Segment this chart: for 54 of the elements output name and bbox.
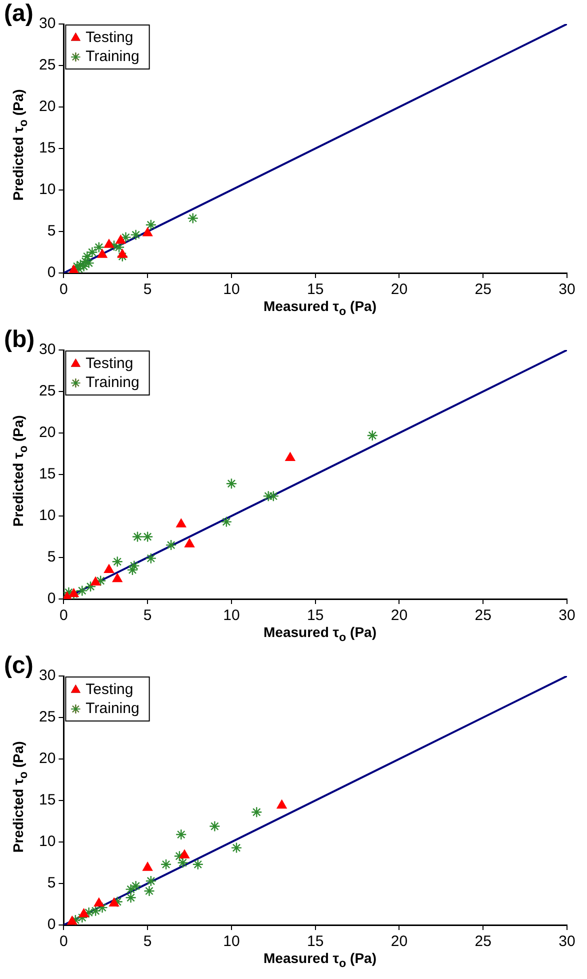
x-tick-label: 10 bbox=[223, 933, 240, 950]
legend-label: Testing bbox=[86, 29, 134, 46]
y-tick-label: 20 bbox=[38, 98, 56, 116]
legend-label: Testing bbox=[86, 355, 134, 372]
y-tick-label: 5 bbox=[47, 548, 56, 566]
x-tick-label: 10 bbox=[223, 281, 240, 298]
x-tick-label: 30 bbox=[558, 933, 576, 950]
y-tick-label: 15 bbox=[38, 792, 56, 809]
x-tick-label: 5 bbox=[143, 933, 152, 950]
x-axis-title: Measured τ$_{o}$ (Pa) bbox=[262, 624, 378, 644]
x-tick-label: 20 bbox=[390, 607, 408, 624]
y-tick-label: 15 bbox=[38, 140, 56, 157]
chart-title: (c) bbox=[4, 652, 34, 680]
y-tick-label: 0 bbox=[47, 264, 56, 282]
x-tick-label: 30 bbox=[558, 281, 576, 298]
y-tick-label: 20 bbox=[38, 750, 56, 768]
y-tick-label: 15 bbox=[38, 466, 56, 483]
y-tick-label: 25 bbox=[38, 56, 56, 74]
x-tick-label: 0 bbox=[60, 281, 68, 298]
x-tick-label: 25 bbox=[474, 607, 492, 624]
x-tick-label: 0 bbox=[60, 933, 68, 950]
y-tick-label: 5 bbox=[47, 874, 56, 892]
x-tick-label: 30 bbox=[558, 607, 576, 624]
x-axis-title: Measured τ$_{o}$ (Pa) bbox=[262, 950, 378, 970]
x-tick-label: 0 bbox=[60, 607, 68, 624]
x-tick-label: 15 bbox=[307, 281, 324, 298]
legend-label: Training bbox=[86, 374, 140, 392]
x-tick-label: 25 bbox=[474, 933, 492, 950]
x-tick-label: 5 bbox=[143, 281, 152, 298]
y-tick-label: 0 bbox=[47, 590, 56, 608]
legend-label: Testing bbox=[86, 681, 134, 698]
x-tick-label: 10 bbox=[223, 607, 240, 624]
x-tick-label: 15 bbox=[307, 607, 324, 624]
legend-label: Training bbox=[86, 700, 140, 718]
y-tick-label: 30 bbox=[38, 667, 56, 684]
y-tick-label: 10 bbox=[38, 181, 56, 198]
y-tick-label: 20 bbox=[38, 424, 56, 442]
x-tick-label: 20 bbox=[390, 281, 408, 298]
y-tick-label: 5 bbox=[47, 222, 56, 240]
x-tick-label: 20 bbox=[390, 933, 408, 950]
y-tick-label: 25 bbox=[38, 382, 56, 400]
chart-title: (a) bbox=[4, 0, 34, 28]
x-tick-label: 15 bbox=[307, 933, 324, 950]
y-tick-label: 10 bbox=[38, 833, 56, 850]
y-tick-label: 30 bbox=[38, 15, 56, 32]
x-tick-label: 5 bbox=[143, 607, 152, 624]
chart-title: (b) bbox=[4, 326, 35, 354]
legend-label: Training bbox=[86, 48, 140, 66]
x-tick-label: 25 bbox=[474, 281, 492, 298]
y-tick-label: 0 bbox=[47, 916, 56, 934]
y-tick-label: 30 bbox=[38, 341, 56, 358]
y-tick-label: 10 bbox=[38, 507, 56, 524]
x-axis-title: Measured τ$_{o}$ (Pa) bbox=[262, 298, 378, 318]
y-tick-label: 25 bbox=[38, 708, 56, 726]
